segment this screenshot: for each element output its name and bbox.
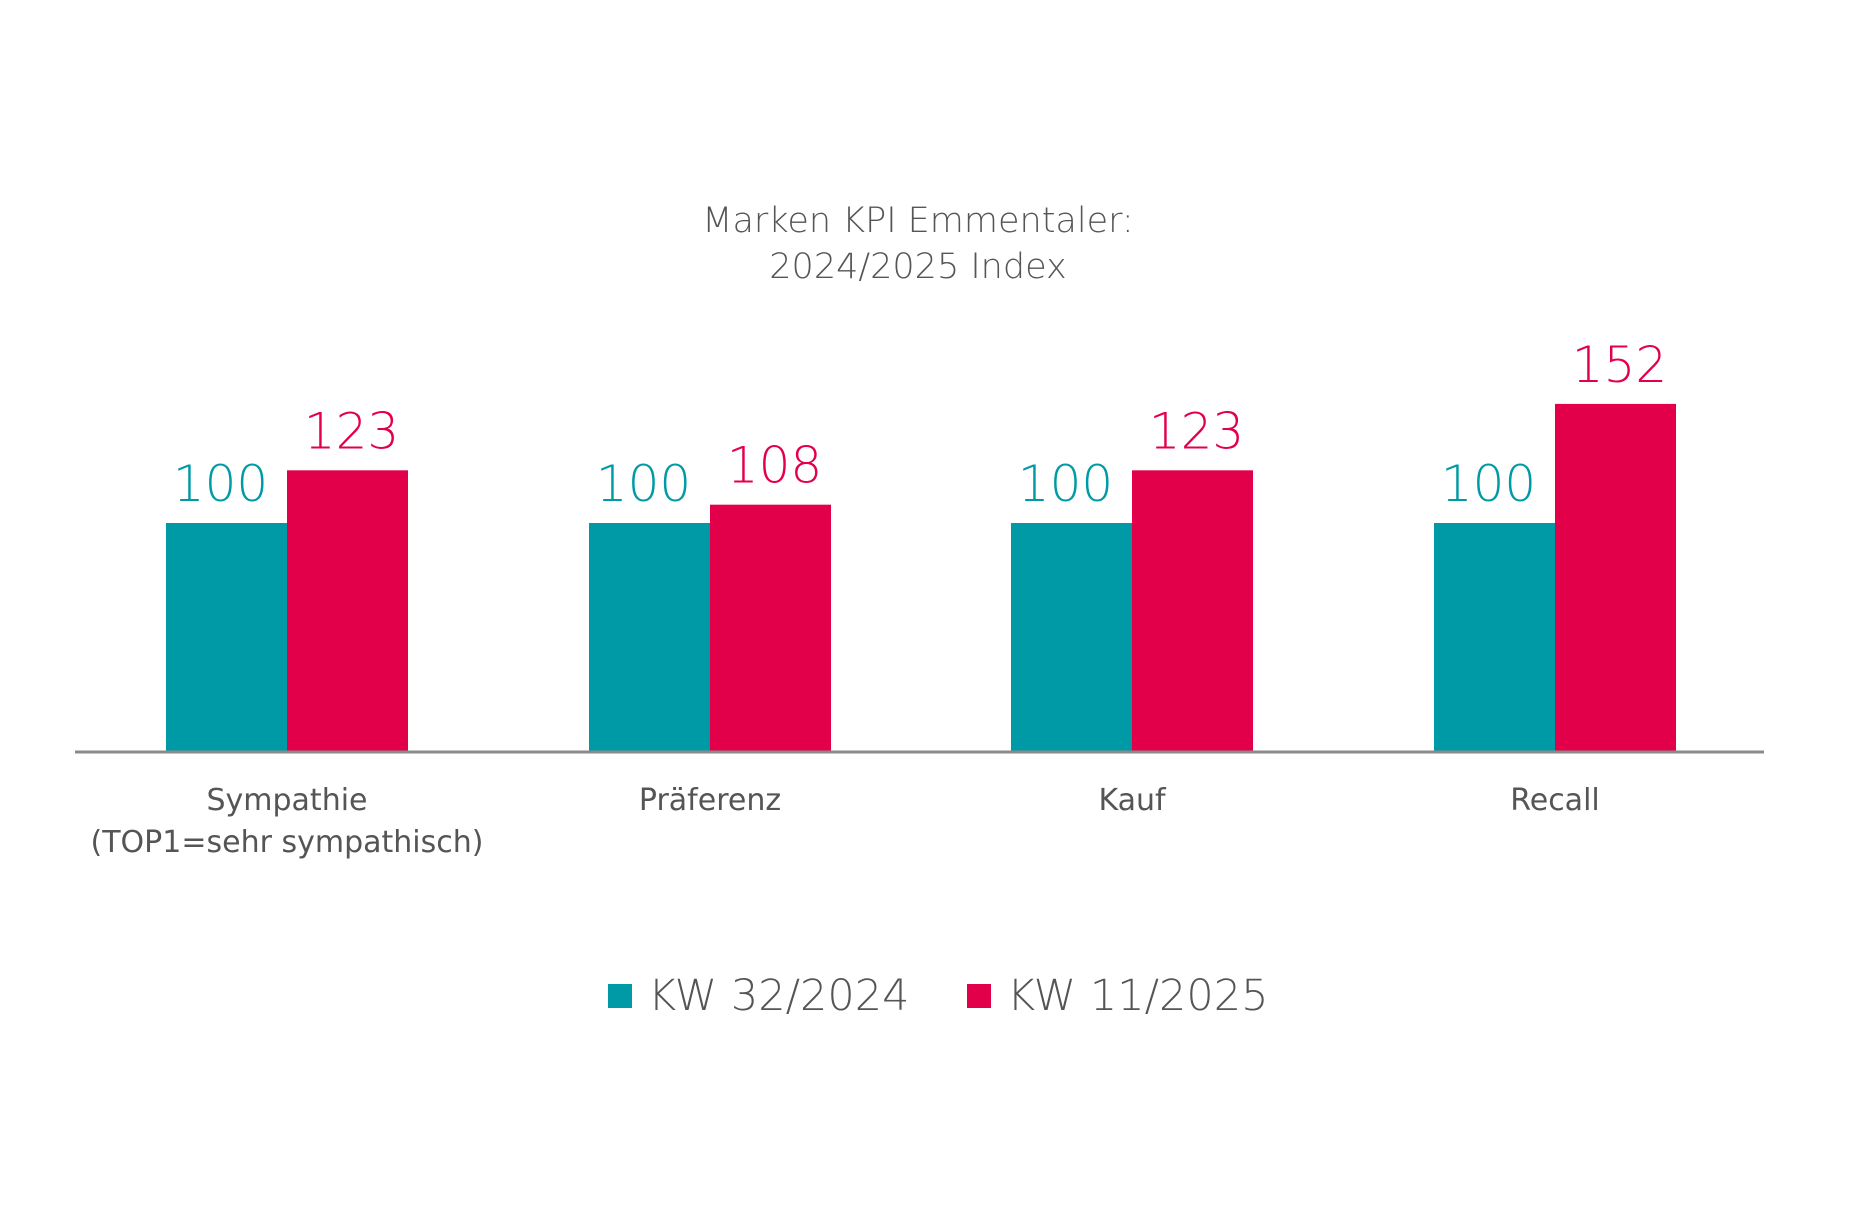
legend-label-1: KW 32/2024 <box>648 971 910 1021</box>
value-label-1-3: 100 <box>1018 455 1113 513</box>
bars <box>166 403 1676 752</box>
category-label-3: Kauf <box>1098 783 1167 818</box>
value-label-1-2: 100 <box>596 455 691 513</box>
bar-1-1 <box>166 523 287 752</box>
bar-2-4 <box>1555 403 1676 752</box>
bar-2-3 <box>1132 470 1253 752</box>
chart-title-line-2: 2024/2025 Index <box>769 247 1066 287</box>
bar-2-2 <box>710 504 831 752</box>
chart-title-line-1: Marken KPI Emmentaler: <box>702 201 1133 241</box>
bar-2-1 <box>287 470 408 752</box>
category-labels: Sympathie (TOP1=sehr sympathisch) Präferen… <box>91 783 1600 860</box>
legend-swatch-1 <box>608 984 632 1008</box>
legend: KW 32/2024 KW 11/2025 <box>608 971 1269 1021</box>
value-label-2-2: 108 <box>727 437 822 495</box>
value-label-2-1: 123 <box>304 402 399 460</box>
legend-swatch-2 <box>967 984 991 1008</box>
value-label-2-3: 123 <box>1149 402 1244 460</box>
category-label-1-line-2: (TOP1=sehr sympathisch) <box>91 825 484 860</box>
value-label-1-1: 100 <box>173 455 268 513</box>
bar-1-3 <box>1011 523 1132 752</box>
value-labels: 100 123 100 108 100 123 100 152 <box>173 336 1667 513</box>
category-label-4: Recall <box>1510 783 1600 818</box>
category-label-2: Präferenz <box>639 783 781 818</box>
value-label-1-4: 100 <box>1441 455 1536 513</box>
bar-1-4 <box>1434 523 1555 752</box>
value-label-2-4: 152 <box>1572 336 1667 394</box>
chart-title: Marken KPI Emmentaler: 2024/2025 Index <box>702 201 1133 287</box>
legend-label-2: KW 11/2025 <box>1007 971 1269 1021</box>
bar-1-2 <box>589 523 710 752</box>
category-label-1-line-1: Sympathie <box>206 783 367 818</box>
